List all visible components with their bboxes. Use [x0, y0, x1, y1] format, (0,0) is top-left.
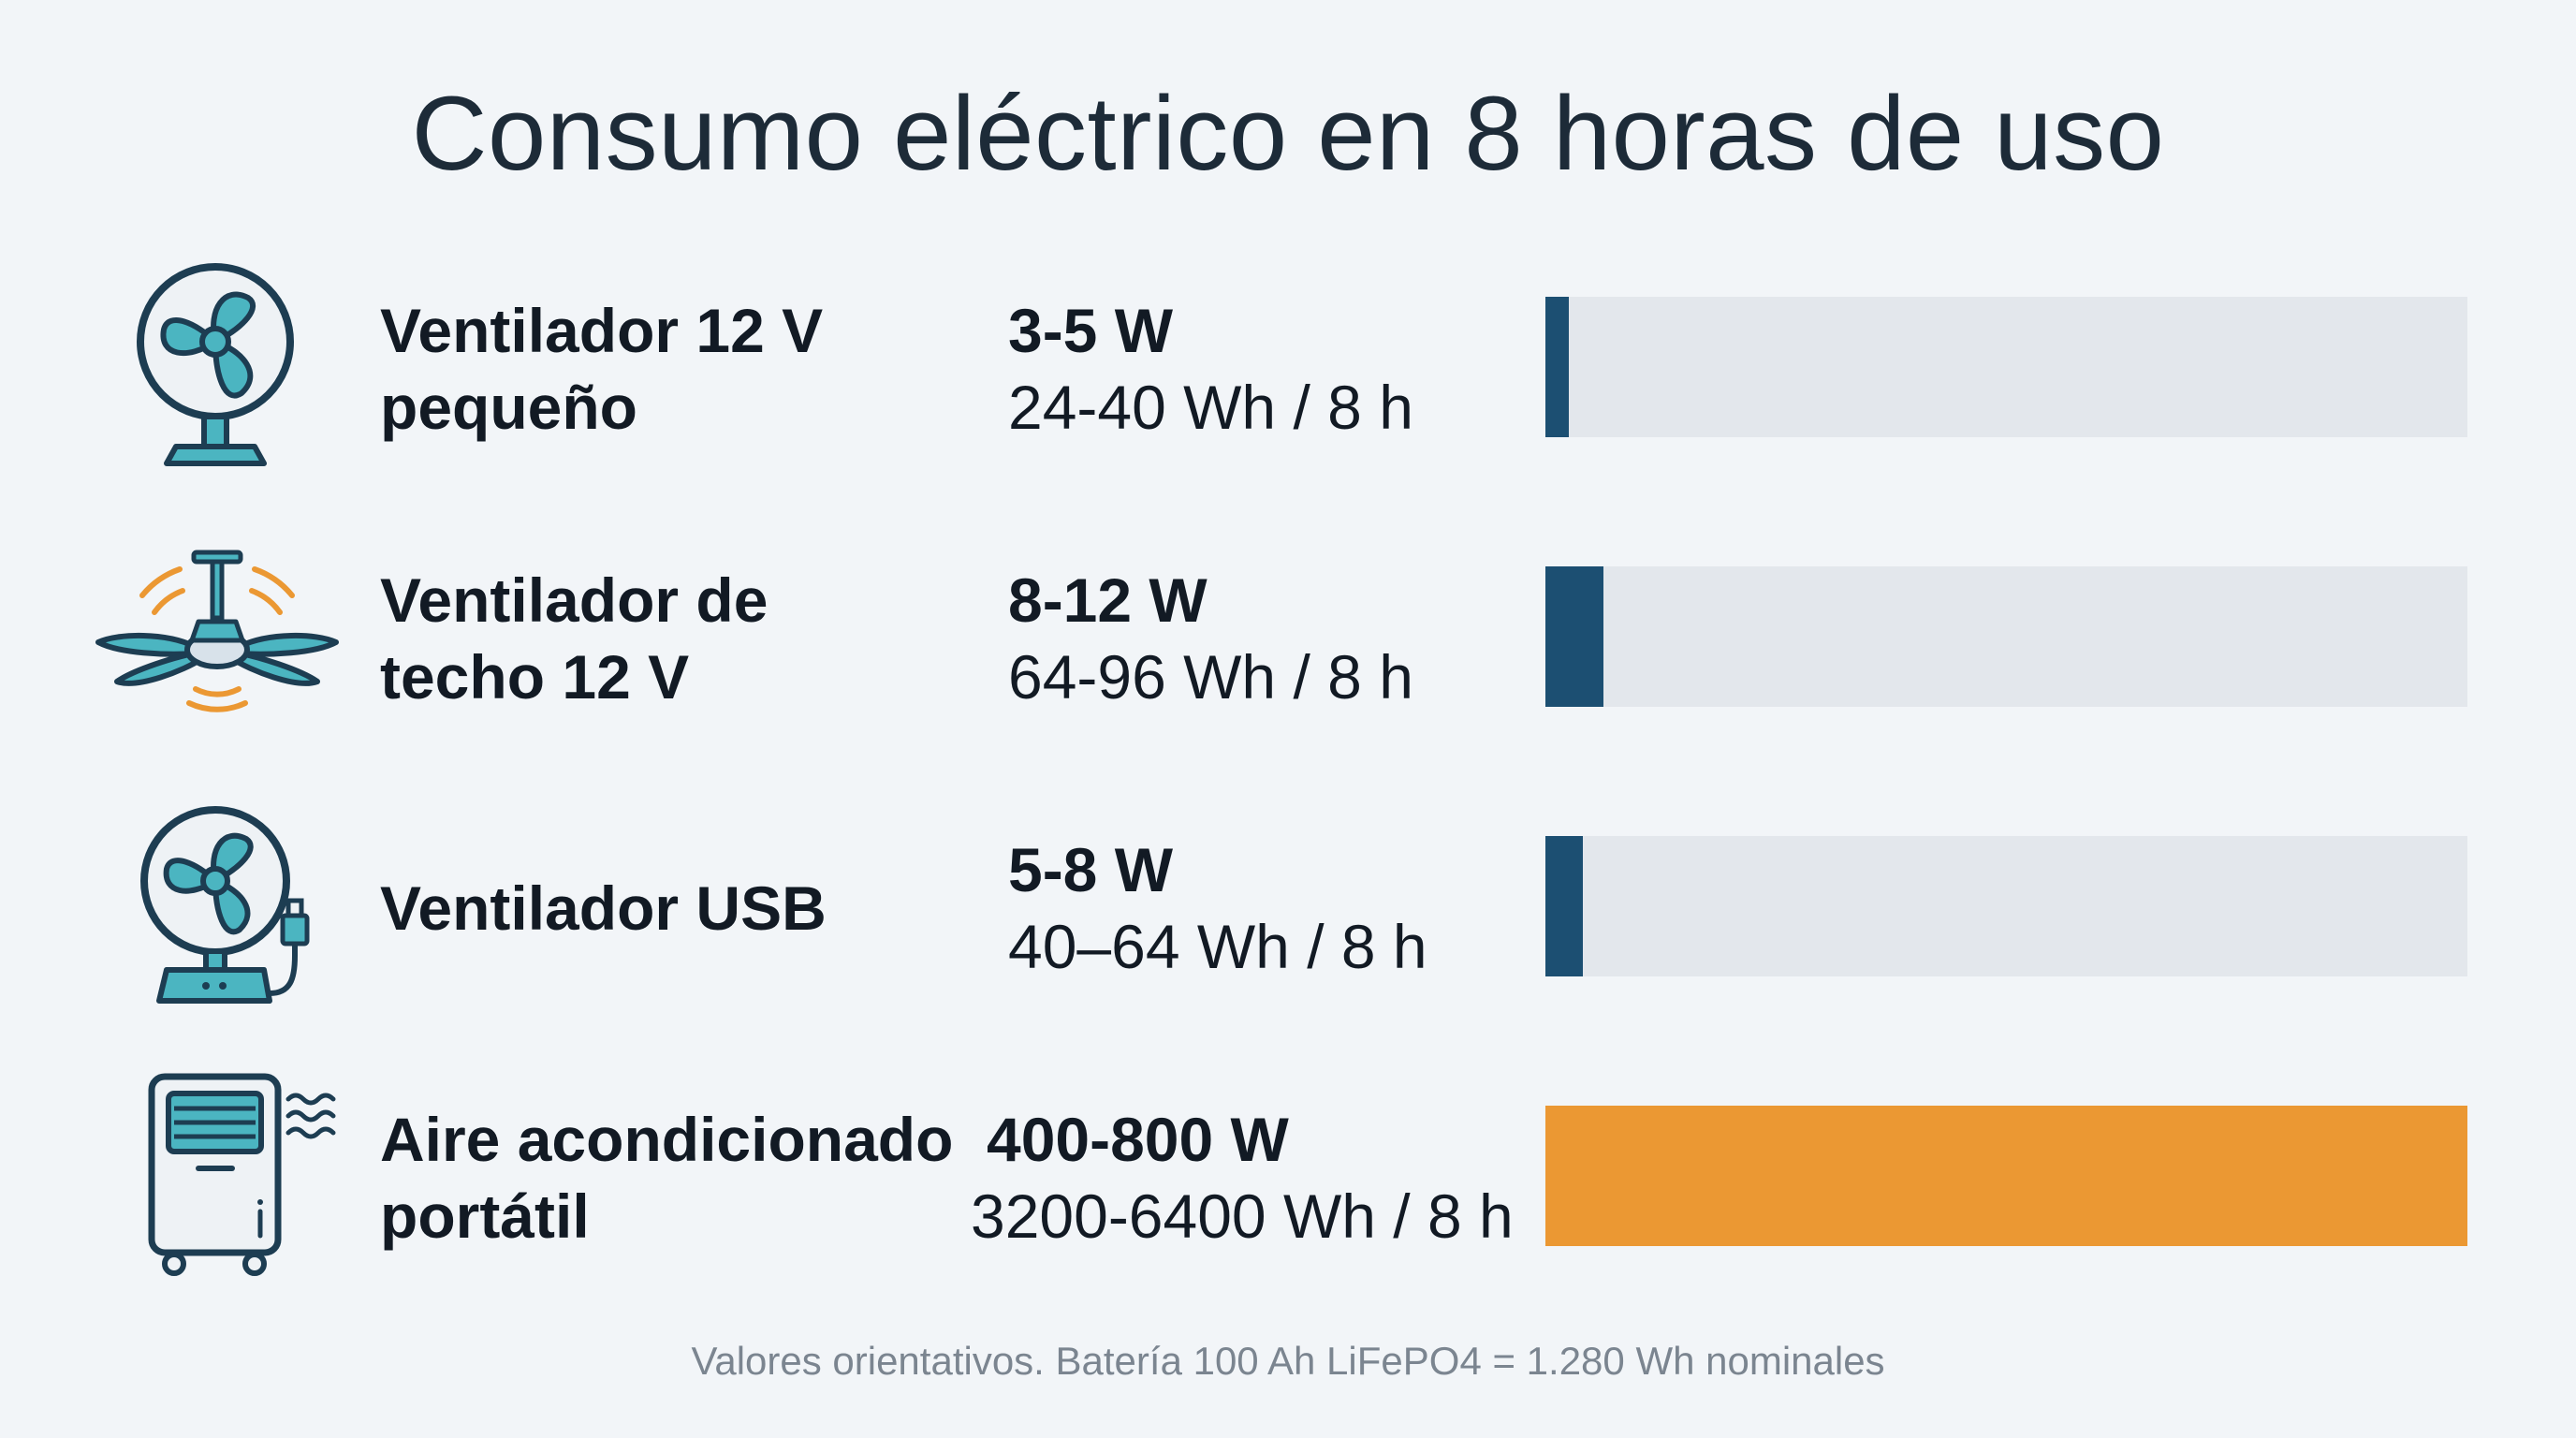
desk-fan-icon [137, 263, 294, 466]
usb-fan-icon [140, 806, 310, 1004]
footnote: Valores orientativos. Batería 100 Ah LiF… [691, 1339, 1885, 1383]
energy-range-label: 24-40 Wh / 8 h [1008, 373, 1413, 442]
bar-fill [1545, 297, 1569, 437]
bar-track [1545, 1106, 2467, 1246]
category-label: Aire acondicionado portátil [380, 1105, 954, 1251]
category-label: Ventilador de techo 12 V [380, 565, 768, 712]
power-range-label: 400-800 W [987, 1105, 1289, 1174]
category-label: Ventilador USB [380, 873, 827, 943]
row-ceiling-12v-fan: Ventilador de techo 12 V 8-12 W 64-96 Wh… [0, 532, 2576, 738]
power-range-label: 3-5 W [1008, 296, 1174, 365]
bar-track [1545, 566, 2467, 707]
row-small-12v-fan: Ventilador 12 V pequeño 3-5 W 24-40 Wh /… [0, 262, 2576, 468]
bar-track [1545, 836, 2467, 976]
bar-fill [1545, 566, 1603, 707]
power-range-label: 5-8 W [1008, 835, 1174, 904]
chart-title: Consumo eléctrico en 8 horas de uso [411, 75, 2165, 192]
bar-fill [1545, 836, 1584, 976]
energy-range-label: 40–64 Wh / 8 h [1008, 912, 1427, 981]
row-usb-fan: Ventilador USB 5-8 W 40–64 Wh / 8 h [0, 801, 2576, 1007]
category-label: Ventilador 12 V pequeño [380, 296, 824, 442]
energy-range-label: 64-96 Wh / 8 h [1008, 642, 1413, 712]
row-portable-ac: Aire acondicionado portátil 400-800 W 32… [0, 1071, 2576, 1277]
bar-track [1545, 297, 2467, 437]
energy-range-label: 3200-6400 Wh / 8 h [971, 1181, 1514, 1251]
bar-fill [1545, 1106, 2467, 1246]
portable-ac-icon [148, 1073, 336, 1276]
power-range-label: 8-12 W [1008, 565, 1208, 635]
ceiling-fan-icon [95, 550, 339, 712]
